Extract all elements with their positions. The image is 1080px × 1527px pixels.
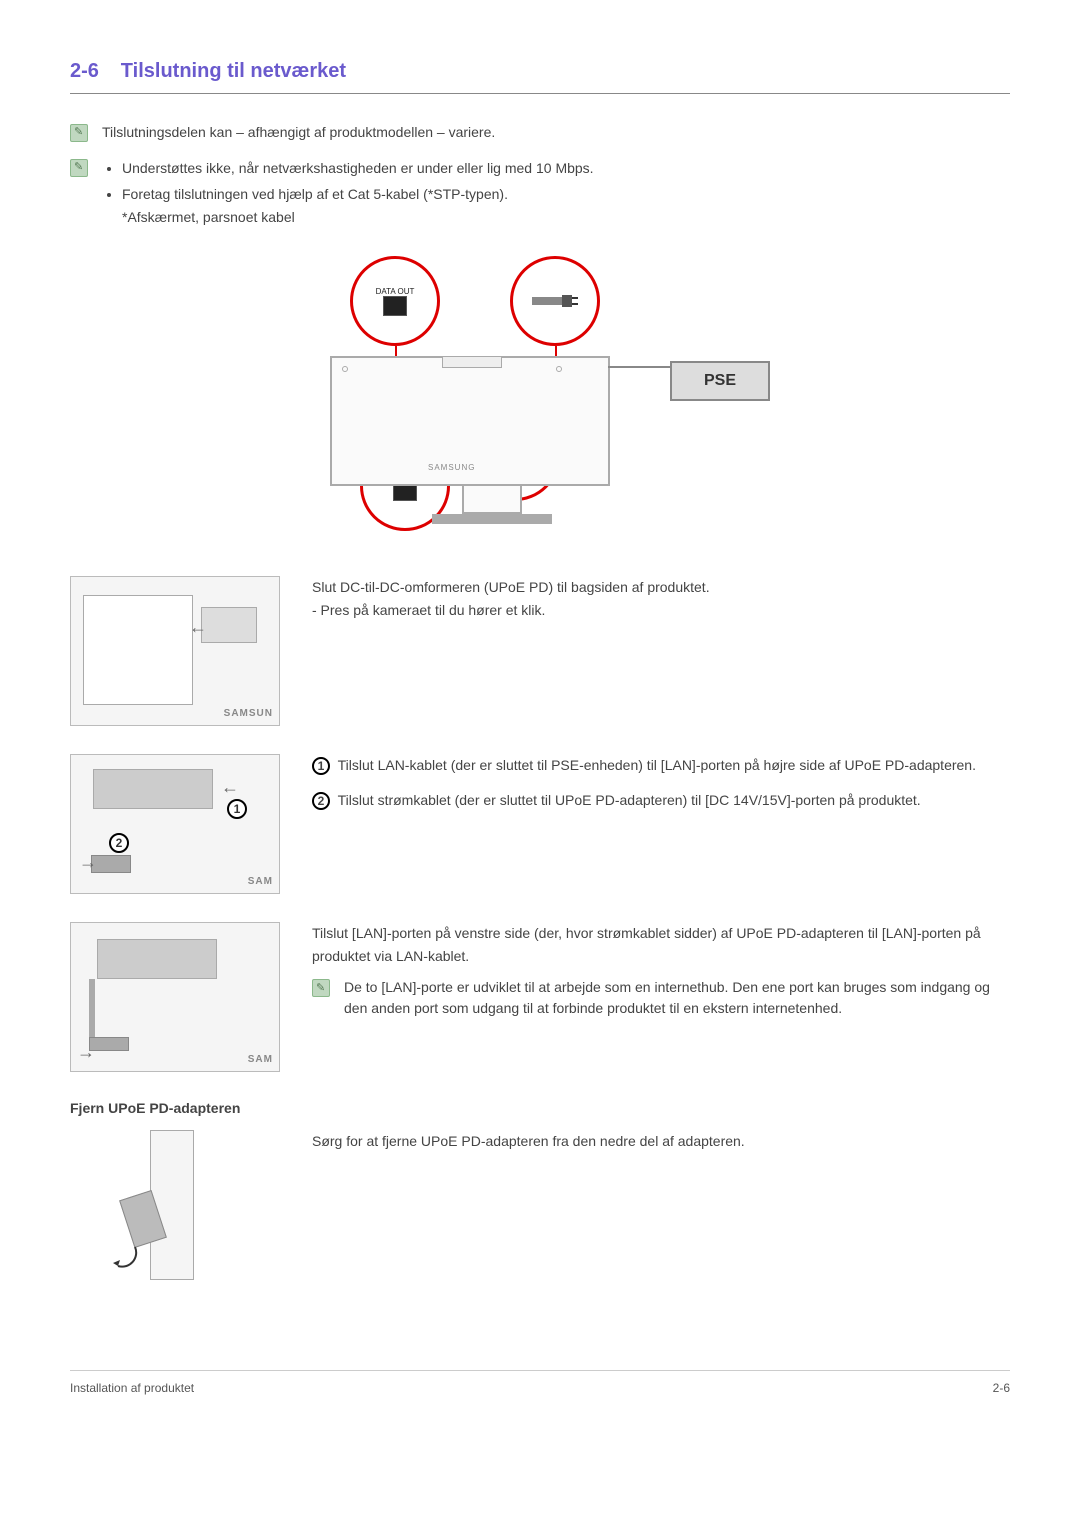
step1-line2: - Pres på kameraet til du hører et klik. bbox=[312, 599, 1010, 621]
bullet-item: Foretag tilslutningen ved hjælp af et Ca… bbox=[122, 183, 1010, 228]
main-diagram: DATA OUT LAN DC 14V/15V SAMSUNG bbox=[310, 256, 770, 536]
bullet-text: Foretag tilslutningen ved hjælp af et Ca… bbox=[122, 186, 508, 202]
screw-icon bbox=[342, 366, 348, 372]
step3-text: Tilslut [LAN]-porten på venstre side (de… bbox=[312, 922, 1010, 967]
arrow-left-icon: ← bbox=[189, 617, 207, 638]
power-plug-icon bbox=[530, 291, 580, 311]
num-badge-2: 2 bbox=[312, 792, 330, 810]
step-row-1: ← SAMSUN Slut DC-til-DC-omformeren (UPoE… bbox=[70, 576, 1010, 726]
step2-line2: 2 Tilslut strømkablet (der er sluttet ti… bbox=[312, 789, 1010, 811]
section-header: 2-6 Tilslutning til netværket bbox=[70, 60, 1010, 94]
img-cable-down bbox=[89, 979, 95, 1039]
brand-stub: SAM bbox=[248, 876, 273, 887]
note-intro-row: Tilslutningsdelen kan – afhængigt af pro… bbox=[70, 122, 1010, 143]
img-plug bbox=[89, 1037, 129, 1051]
note-bullets-row: Understøttes ikke, når netværkshastighed… bbox=[70, 157, 1010, 232]
bullet-item: Understøttes ikke, når netværkshastighed… bbox=[122, 157, 1010, 179]
footer-left: Installation af produktet bbox=[70, 1381, 194, 1395]
monitor-outline: SAMSUNG bbox=[330, 356, 610, 486]
cable-line bbox=[608, 366, 670, 368]
callout-data-out: DATA OUT bbox=[350, 256, 440, 346]
monitor-base bbox=[432, 514, 552, 524]
step-row-3: → SAM Tilslut [LAN]-porten på venstre si… bbox=[70, 922, 1010, 1072]
step2-line1: 1 Tilslut LAN-kablet (der er sluttet til… bbox=[312, 754, 1010, 776]
brand-stub: SAMSUN bbox=[224, 708, 273, 719]
step2-text1: Tilslut LAN-kablet (der er sluttet til P… bbox=[338, 757, 976, 773]
badge-2: 2 bbox=[109, 833, 129, 853]
brand-text: SAMSUNG bbox=[428, 463, 475, 472]
step-content-3: Tilslut [LAN]-porten på venstre side (de… bbox=[312, 922, 1010, 1019]
page-footer: Installation af produktet 2-6 bbox=[70, 1370, 1010, 1395]
section-number: 2-6 bbox=[70, 60, 99, 82]
note-intro-text: Tilslutningsdelen kan – afhængigt af pro… bbox=[102, 122, 1010, 143]
footer-right: 2-6 bbox=[993, 1381, 1010, 1395]
step-row-2: ← 1 → 2 SAM 1 Tilslut LAN-kablet (der er… bbox=[70, 754, 1010, 894]
step-image-3: → SAM bbox=[70, 922, 280, 1072]
remove-row: Sørg for at fjerne UPoE PD-adapteren fra… bbox=[70, 1130, 1010, 1290]
num-badge-1: 1 bbox=[312, 757, 330, 775]
remove-image bbox=[70, 1130, 280, 1290]
note-icon bbox=[70, 159, 88, 177]
label-data-out: DATA OUT bbox=[376, 287, 415, 296]
rotate-arrow-icon bbox=[110, 1242, 140, 1272]
screw-icon bbox=[556, 366, 562, 372]
remove-text: Sørg for at fjerne UPoE PD-adapteren fra… bbox=[312, 1130, 1010, 1152]
note-bullets: Understøttes ikke, når netværkshastighed… bbox=[102, 157, 1010, 232]
step3-note: De to [LAN]-porte er udviklet til at arb… bbox=[312, 977, 1010, 1019]
bullet-subnote: *Afskærmet, parsnoet kabel bbox=[122, 209, 295, 225]
section-title: Tilslutning til netværket bbox=[121, 60, 346, 82]
arrow-right-icon: → bbox=[79, 852, 97, 873]
monitor-stand bbox=[462, 484, 522, 514]
note-icon bbox=[70, 124, 88, 142]
callout-plug bbox=[510, 256, 600, 346]
img-adapter bbox=[97, 939, 217, 979]
badge-1: 1 bbox=[227, 799, 247, 819]
port-icon bbox=[383, 296, 407, 316]
arrow-left-icon: ← bbox=[221, 777, 239, 798]
step-image-2: ← 1 → 2 SAM bbox=[70, 754, 280, 894]
adapter-top-icon bbox=[442, 356, 502, 368]
step-image-1: ← SAMSUN bbox=[70, 576, 280, 726]
step2-text2: Tilslut strømkablet (der er sluttet til … bbox=[338, 792, 921, 808]
img-adapter bbox=[93, 769, 213, 809]
pse-box: PSE bbox=[670, 361, 770, 401]
remove-heading: Fjern UPoE PD-adapteren bbox=[70, 1100, 1010, 1116]
brand-stub: SAM bbox=[248, 1054, 273, 1065]
arrow-right-icon: → bbox=[77, 1042, 95, 1063]
note-icon bbox=[312, 979, 330, 997]
step-content-2: 1 Tilslut LAN-kablet (der er sluttet til… bbox=[312, 754, 1010, 811]
step1-line1: Slut DC-til-DC-omformeren (UPoE PD) til … bbox=[312, 576, 1010, 598]
pse-label: PSE bbox=[704, 372, 736, 390]
main-diagram-area: DATA OUT LAN DC 14V/15V SAMSUNG bbox=[70, 256, 1010, 536]
remove-section: Fjern UPoE PD-adapteren Sørg for at fjer… bbox=[70, 1100, 1010, 1290]
step3-note-text: De to [LAN]-porte er udviklet til at arb… bbox=[344, 977, 1010, 1019]
img-adapter bbox=[201, 607, 257, 643]
step-content-1: Slut DC-til-DC-omformeren (UPoE PD) til … bbox=[312, 576, 1010, 621]
img-plug bbox=[91, 855, 131, 873]
img-monitor-back bbox=[83, 595, 193, 705]
